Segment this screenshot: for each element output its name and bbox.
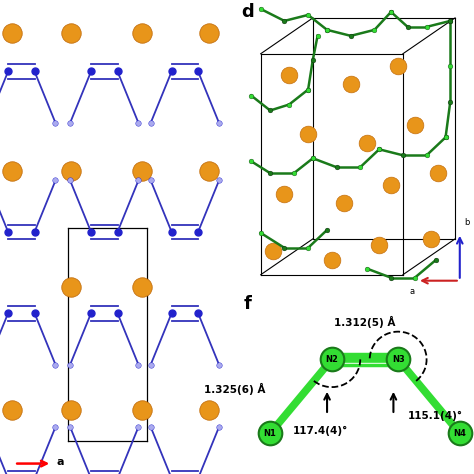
Text: a: a [410,287,415,296]
Text: d: d [242,3,255,21]
Text: 1.325(6) Å: 1.325(6) Å [204,383,265,395]
Text: b: b [465,218,470,227]
Text: N3: N3 [392,355,404,364]
Text: 1.312(5) Å: 1.312(5) Å [334,316,396,328]
Text: N4: N4 [453,429,466,438]
Text: a: a [57,457,64,467]
Text: f: f [244,295,252,313]
Text: N2: N2 [325,355,338,364]
Text: 115.1(4)°: 115.1(4)° [408,411,463,421]
Text: N1: N1 [264,429,277,438]
Text: 117.4(4)°: 117.4(4)° [292,426,347,436]
